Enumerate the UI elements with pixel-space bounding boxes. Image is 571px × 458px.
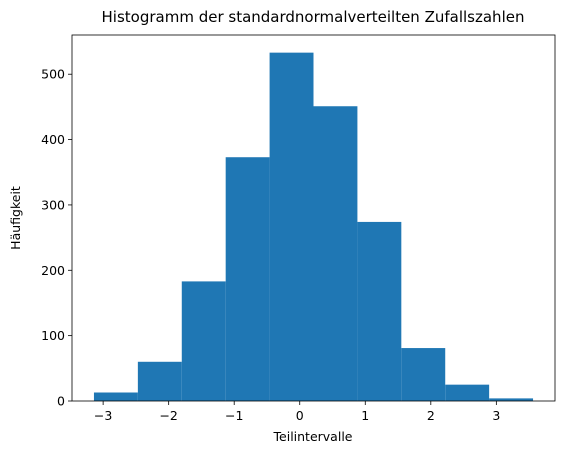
histogram-bar bbox=[225, 157, 270, 401]
histogram-bar bbox=[313, 106, 358, 401]
bars-group bbox=[93, 52, 534, 402]
y-axis-label: Häufigkeit bbox=[8, 186, 23, 250]
y-tick-label: 500 bbox=[41, 67, 65, 82]
x-tick-label: −2 bbox=[159, 408, 177, 423]
y-tick-label: 0 bbox=[57, 394, 65, 409]
y-tick-label: 200 bbox=[41, 263, 65, 278]
y-tick-label: 100 bbox=[41, 328, 65, 343]
histogram-bar bbox=[181, 281, 226, 401]
histogram-bar bbox=[357, 221, 402, 401]
y-tick-label: 400 bbox=[41, 132, 65, 147]
x-tick-label: 0 bbox=[296, 408, 304, 423]
y-tick-label: 300 bbox=[41, 197, 65, 212]
histogram-bar bbox=[137, 361, 182, 401]
x-tick-label: 1 bbox=[361, 408, 369, 423]
x-axis-label: Teilintervalle bbox=[273, 429, 353, 444]
plot-frame bbox=[71, 34, 556, 402]
histogram-bar bbox=[445, 384, 490, 401]
y-axis-ticks: 0 100 200 300 400 500 bbox=[41, 67, 72, 409]
x-tick-label: −1 bbox=[225, 408, 243, 423]
histogram-bar bbox=[269, 52, 314, 402]
chart-title: Histogramm der standardnormalverteilten … bbox=[102, 8, 525, 26]
x-axis-ticks: −3 −2 −1 0 1 2 3 bbox=[94, 401, 500, 423]
histogram-bar bbox=[93, 392, 138, 401]
histogram-bar bbox=[401, 348, 446, 401]
x-tick-label: −3 bbox=[94, 408, 112, 423]
histogram-bar bbox=[489, 398, 534, 401]
x-tick-label: 3 bbox=[492, 408, 500, 423]
x-tick-label: 2 bbox=[427, 408, 435, 423]
